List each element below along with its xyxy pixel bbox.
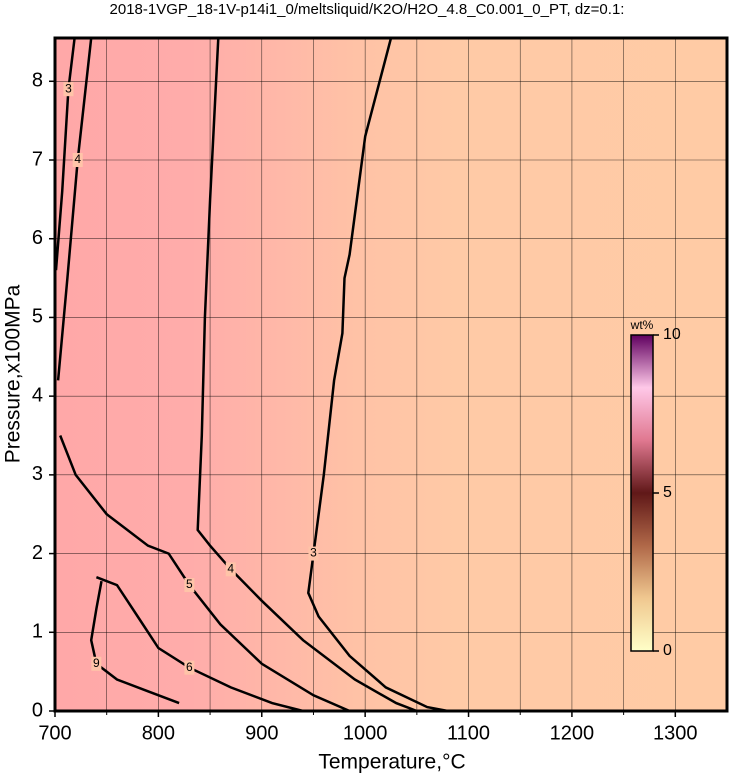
x-axis-label: Temperature,°C [318, 751, 465, 774]
contour-label: 3 [65, 81, 72, 95]
contour-label-bg [72, 153, 83, 168]
y-tick-label: 6 [32, 227, 43, 249]
contour-line [56, 37, 93, 381]
y-axis-label: Pressure,x100MPa [2, 284, 25, 463]
contour-label-bg [91, 656, 102, 671]
contour-label-bg [184, 660, 195, 675]
colorbar-label: wt% [630, 318, 654, 332]
x-tick-label: 1000 [343, 722, 388, 744]
contour-label: 6 [186, 660, 193, 674]
contour-label-bg [184, 578, 195, 593]
y-tick-label: 7 [32, 148, 43, 170]
y-tick-label: 1 [32, 621, 43, 643]
contour-label-bg [225, 562, 236, 577]
y-tick-label: 0 [32, 699, 43, 721]
contour-label-bg [63, 82, 74, 97]
contour-line [54, 37, 76, 271]
contour-label: 9 [93, 656, 100, 670]
colorbar: wt% 0 5 10 [630, 318, 681, 659]
contour-label: 4 [227, 561, 234, 575]
contour-line [59, 435, 351, 713]
y-tick-label: 2 [32, 542, 43, 564]
plot-frame [53, 36, 729, 713]
colorbar-tick-label: 0 [663, 642, 672, 659]
colorbar-tick-label: 5 [663, 484, 672, 501]
plot-background [55, 38, 727, 711]
chart-title: 2018-1VGP_18-1V-p14i1_0/meltsliquid/K2O/… [110, 1, 625, 18]
contours: 3 4 5 6 9 4 3 [54, 37, 449, 713]
colorbar-bar [630, 334, 654, 652]
x-tick-label: 1300 [653, 722, 698, 744]
contour-label-bg [308, 546, 319, 561]
x-tick-label: 1200 [550, 722, 595, 744]
x-tick-label: 1100 [447, 722, 490, 744]
colorbar-tick-label: 10 [663, 326, 681, 343]
y-tick-label: 8 [32, 70, 43, 92]
axes: 700 800 900 1000 1100 1200 1300 0 1 2 3 4 5 6 7 8 [32, 70, 698, 745]
x-tick-label: 800 [142, 722, 175, 744]
contour-label: 5 [186, 577, 193, 591]
x-tick-label: 900 [245, 722, 278, 744]
y-tick-label: 4 [32, 384, 43, 406]
contour-line [95, 576, 304, 713]
contour-line [307, 37, 449, 713]
y-tick-label: 3 [32, 463, 43, 485]
contour-label: 3 [310, 546, 317, 560]
contour-line [196, 37, 418, 713]
x-tick-label: 700 [38, 722, 71, 744]
y-tick-label: 5 [32, 306, 43, 328]
contour-label: 4 [74, 152, 81, 166]
